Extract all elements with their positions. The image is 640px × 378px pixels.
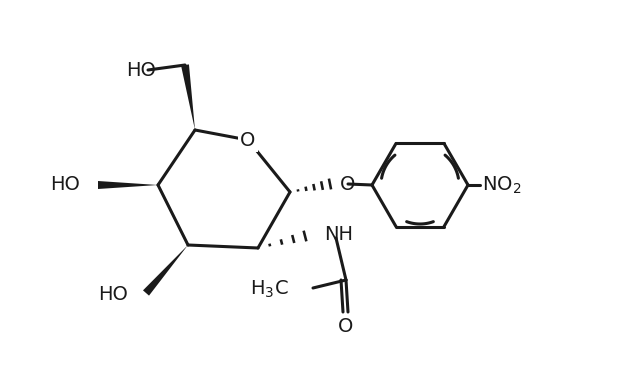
Polygon shape xyxy=(143,245,188,296)
Text: NH: NH xyxy=(324,225,353,243)
Text: H$_3$C: H$_3$C xyxy=(250,278,289,300)
Text: HO: HO xyxy=(50,175,80,195)
Polygon shape xyxy=(181,64,195,130)
Text: O: O xyxy=(339,316,354,336)
Text: NO$_2$: NO$_2$ xyxy=(482,174,522,196)
Text: HO: HO xyxy=(98,285,128,305)
Text: O: O xyxy=(240,130,256,150)
Text: HO: HO xyxy=(126,60,156,79)
Text: O: O xyxy=(340,175,355,194)
Polygon shape xyxy=(98,181,158,189)
